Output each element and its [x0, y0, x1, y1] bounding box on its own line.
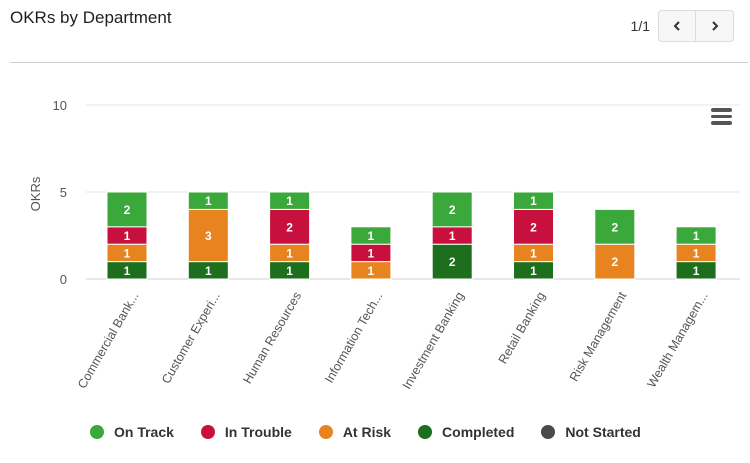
data-label: 1	[449, 229, 456, 243]
legend-label: At Risk	[342, 424, 392, 440]
chart-title: OKRs by Department	[10, 8, 172, 27]
y-tick-label: 5	[60, 185, 67, 200]
legend-swatch	[541, 425, 556, 439]
data-label: 1	[368, 264, 375, 278]
prev-page-button[interactable]	[658, 10, 696, 42]
legend-label: Not Started	[565, 424, 641, 440]
data-label: 2	[124, 203, 131, 217]
legend-item[interactable]: On Track	[90, 424, 174, 440]
page-count: 1/1	[630, 18, 650, 34]
bar-segment	[187, 191, 229, 210]
stacked-bar-chart: 0 5 10 OKRs 1 1 1 2 Commercial Bank... 1 3 1 Custome…	[28, 98, 740, 392]
chart-menu-button[interactable]	[710, 108, 736, 132]
bar-segment	[513, 191, 554, 210]
data-label: 1	[693, 264, 700, 278]
y-axis-label: OKRs	[28, 176, 43, 211]
data-label: 2	[449, 255, 456, 269]
data-label: 1	[124, 264, 131, 278]
legend-swatch	[318, 425, 333, 439]
legend-swatch	[90, 425, 104, 439]
x-tick-label: Human Resources	[240, 290, 304, 387]
legend-item[interactable]: Completed	[418, 424, 514, 440]
y-tick-label: 0	[60, 272, 67, 287]
legend-label: Completed	[442, 424, 515, 440]
data-label: 1	[124, 229, 131, 243]
bar-segment	[431, 243, 473, 280]
data-label: 1	[205, 264, 212, 278]
legend-item[interactable]: In Trouble	[200, 424, 292, 440]
bar-segment	[269, 191, 311, 210]
header-divider	[10, 62, 748, 63]
x-tick-label: Investment Banking	[400, 289, 467, 391]
data-label: 1	[368, 229, 375, 243]
bar-segment	[350, 226, 392, 245]
data-label: 1	[693, 229, 700, 243]
legend-swatch	[200, 425, 215, 439]
next-page-button[interactable]	[696, 10, 734, 42]
pagination: 1/1	[631, 10, 734, 42]
data-label: 1	[286, 246, 293, 260]
data-label: 2	[611, 255, 618, 269]
data-label: 1	[530, 194, 537, 208]
bar-segment	[675, 226, 717, 245]
legend-label: In Trouble	[224, 424, 292, 440]
chart-legend: On Track In Trouble At Risk Completed Not St…	[90, 424, 668, 440]
data-label: 2	[611, 220, 618, 234]
data-label: 2	[286, 220, 293, 234]
data-label: 2	[530, 220, 537, 234]
bar-segment	[431, 191, 473, 228]
data-label: 1	[530, 264, 537, 278]
x-tick-label: Commercial Bank...	[75, 290, 142, 391]
bar-segment	[513, 208, 554, 245]
x-tick-label: Retail Banking	[496, 289, 548, 366]
bar-segment	[187, 208, 229, 263]
x-tick-label: Risk Management	[567, 289, 630, 384]
chevron-right-icon	[711, 21, 718, 31]
data-label: 1	[530, 246, 537, 260]
bar-segment	[594, 208, 636, 245]
x-tick-label: Wealth Managem...	[644, 290, 710, 391]
legend-swatch	[418, 425, 433, 439]
x-tick-label: Information Tech...	[322, 290, 385, 386]
bar-segment	[106, 191, 148, 228]
legend-item[interactable]: At Risk	[318, 424, 392, 440]
data-label: 3	[205, 229, 212, 243]
data-label: 1	[124, 246, 131, 260]
data-label: 1	[286, 264, 293, 278]
data-label: 1	[693, 246, 700, 260]
data-label: 1	[368, 246, 375, 260]
legend-label: On Track	[114, 424, 174, 440]
hamburger-menu-icon	[711, 108, 732, 112]
data-label: 1	[205, 194, 212, 208]
legend-item[interactable]: Not Started	[541, 424, 641, 440]
y-tick-label: 10	[53, 98, 67, 113]
data-label: 2	[449, 203, 456, 217]
data-label: 1	[286, 194, 293, 208]
x-tick-label: Customer Experi...	[159, 290, 223, 387]
chevron-left-icon	[673, 21, 680, 31]
